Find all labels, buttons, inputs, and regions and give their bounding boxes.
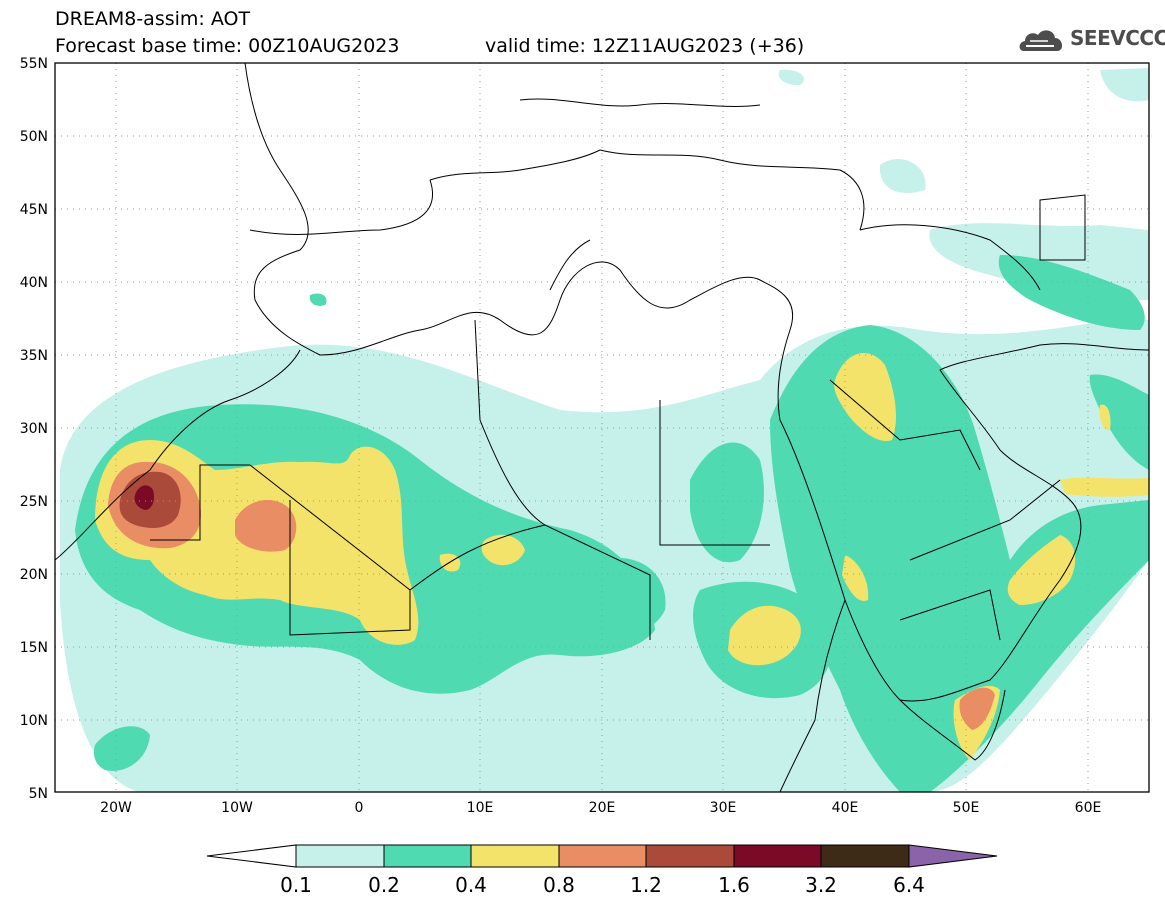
colorbar-label: 1.2 [630,873,662,897]
colorbar-bin [820,844,910,868]
graticule [55,63,1149,792]
colorbar-label: 1.6 [718,873,750,897]
lon-axis: 20W 10W 0 10E 20E 30E 40E 50E 60E [100,800,1101,816]
lon-label: 10W [221,800,253,816]
colorbar-bin [645,844,735,868]
logo-text: SEEVCCC [1070,26,1165,50]
lon-label: 40E [832,800,859,816]
lat-label: 35N [20,348,48,364]
lon-label: 60E [1075,800,1102,816]
colorbar-bin [733,844,822,868]
coastlines [55,63,1149,792]
lat-axis: 55N 50N 45N 40N 35N 30N 25N 20N 15N 10N … [20,56,48,802]
lat-label: 45N [20,202,48,218]
colorbar [206,844,998,868]
map-title: DREAM8-assim: AOT [55,8,251,30]
lon-label: 50E [953,800,980,816]
seevccc-logo: SEEVCCC [1017,25,1165,55]
lat-label: 20N [20,567,48,583]
colorbar-bin [383,844,472,868]
lat-label: 30N [20,421,48,437]
lat-label: 40N [20,275,48,291]
lon-label: 10E [467,800,494,816]
colorbar-bin [558,844,647,868]
lon-label: 20W [100,800,132,816]
colorbar-label: 3.2 [805,873,837,897]
colorbar-high-arrow [908,844,998,868]
colorbar-bin [295,844,385,868]
lat-label: 55N [20,56,48,72]
lat-label: 15N [20,640,48,656]
lat-label: 5N [29,786,48,802]
lon-label: 0 [355,800,364,816]
lat-label: 25N [20,494,48,510]
colorbar-label: 0.2 [368,873,400,897]
colorbar-label: 0.4 [455,873,487,897]
lat-label: 10N [20,713,48,729]
base-time-label: Forecast base time: 00Z10AUG2023 [55,35,400,57]
plot-frame [54,62,1150,793]
cloud-icon [1019,30,1063,51]
colorbar-label: 0.8 [543,873,575,897]
colorbar-label: 0.1 [280,873,312,897]
colorbar-bin [470,844,560,868]
lon-label: 30E [710,800,737,816]
lon-label: 20E [589,800,616,816]
aot-field [60,68,1149,792]
valid-time-label: valid time: 12Z11AUG2023 (+36) [485,35,805,57]
lat-label: 50N [20,129,48,145]
colorbar-low-arrow [206,844,297,868]
colorbar-label: 6.4 [893,873,925,897]
